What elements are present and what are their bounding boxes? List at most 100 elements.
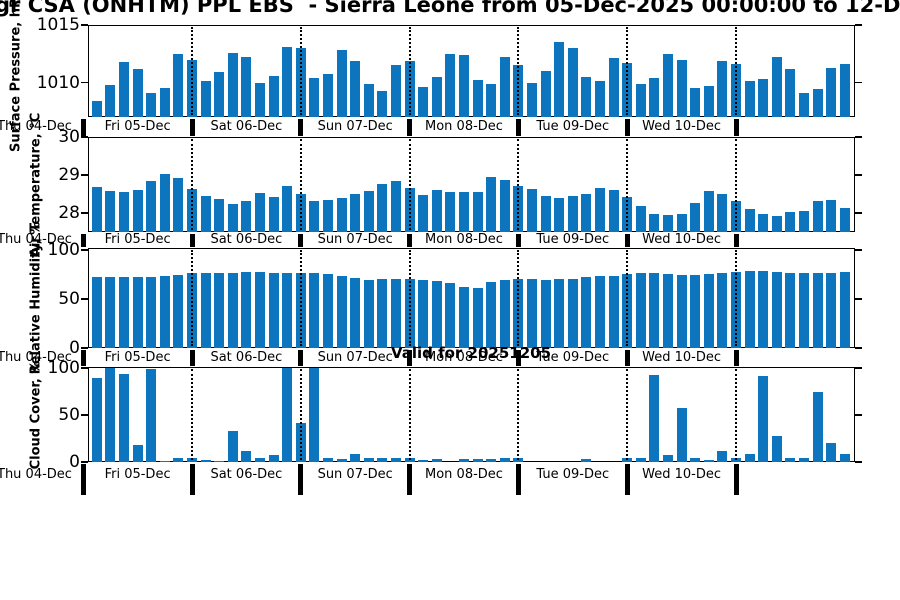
day-divider <box>298 118 304 136</box>
air-temperature-bar <box>241 200 252 232</box>
air-temperature-bar <box>336 197 347 232</box>
surface-pressure-bar <box>595 81 605 117</box>
air-temperature-bar <box>105 190 116 232</box>
relative-humidity-bar <box>527 279 537 348</box>
relative-humidity-bar <box>758 270 769 348</box>
surface-pressure-bar <box>499 57 510 117</box>
day-boundary-line <box>626 139 629 230</box>
air-temperature-bar <box>132 190 143 232</box>
surface-pressure-bar <box>567 48 578 117</box>
air-temperature-bar <box>173 177 184 232</box>
relative-humidity-bar <box>391 279 401 348</box>
relative-humidity-bar <box>214 273 225 348</box>
relative-humidity-bar <box>119 277 129 348</box>
day-label: Sat 06-Dec <box>210 467 283 482</box>
relative-humidity-bar <box>309 272 320 348</box>
y-tick <box>81 347 88 349</box>
day-divider <box>624 233 630 247</box>
cloud-cover-bar <box>826 443 837 462</box>
air-temperature-bar <box>812 200 823 232</box>
y-tick <box>81 81 88 84</box>
surface-pressure-bar <box>812 89 823 117</box>
air-temperature-bar <box>377 183 388 232</box>
day-divider <box>189 463 195 495</box>
day-divider <box>80 233 86 247</box>
day-divider <box>407 233 413 247</box>
y-tick <box>855 24 862 26</box>
surface-pressure-bar <box>744 81 755 117</box>
relative-humidity-bar <box>323 274 333 348</box>
air-temperature-bar <box>431 190 442 232</box>
y-tick <box>81 136 88 138</box>
relative-humidity-bar <box>200 273 211 348</box>
air-temperature-bar <box>540 195 551 232</box>
surface-pressure-bar <box>445 53 456 117</box>
relative-humidity-bar <box>472 288 483 348</box>
day-label: Wed 10-Dec <box>642 232 722 247</box>
y-tick-label: 29 <box>58 165 80 185</box>
day-label: Mon 08-Dec <box>425 119 503 134</box>
relative-humidity-bar <box>744 270 755 348</box>
surface-pressure-bar <box>649 77 660 117</box>
cloud-cover-bar <box>200 460 211 462</box>
air-temperature-bar <box>676 213 687 232</box>
cloud-cover-bar <box>785 458 796 462</box>
day-label: Fri 05-Dec <box>104 232 171 247</box>
cloud-cover-bar <box>717 450 728 462</box>
air-temperature-plot <box>88 137 855 232</box>
relative-humidity-bar <box>418 280 429 348</box>
cloud-cover-bar <box>404 458 415 462</box>
relative-humidity-bar <box>431 281 442 348</box>
surface-pressure-plot <box>88 25 855 117</box>
relative-humidity-bar <box>703 274 714 348</box>
relative-humidity-bar <box>241 271 252 348</box>
day-boundary-line <box>191 139 193 230</box>
cloud-cover-bar <box>363 458 374 462</box>
surface-pressure-bar <box>839 64 850 117</box>
day-boundary-line <box>735 139 737 230</box>
air-temperature-bar <box>649 213 660 232</box>
day-boundary-line <box>299 369 302 460</box>
cloud-cover-bar <box>227 430 238 462</box>
surface-pressure-bar <box>581 76 592 117</box>
relative-humidity-bar <box>554 279 565 348</box>
cloud-cover-bar <box>105 367 116 462</box>
relative-humidity-bar <box>595 276 605 348</box>
surface-pressure-bar <box>227 52 238 117</box>
cloud-cover-bar <box>459 459 469 462</box>
cloud-cover-bar <box>758 376 769 462</box>
prev-day-label: Thu 04-Dec <box>0 349 72 365</box>
air-temperature-bar <box>486 176 497 232</box>
day-divider <box>298 349 304 366</box>
cloud-cover-bar <box>472 459 483 462</box>
surface-pressure-bar <box>255 82 265 117</box>
cloud-cover-bar <box>146 368 157 462</box>
day-label: Sun 07-Dec <box>317 349 393 365</box>
surface-pressure-bar <box>676 59 687 117</box>
day-boundary-line <box>408 369 411 460</box>
surface-pressure-bar <box>826 67 837 117</box>
day-divider <box>624 118 630 136</box>
day-divider <box>189 118 195 136</box>
air-temperature-bar <box>635 205 646 232</box>
day-label: Mon 08-Dec <box>425 232 503 247</box>
day-label: Sun 07-Dec <box>317 232 393 247</box>
day-boundary-line <box>735 27 737 115</box>
air-temperature-bar <box>282 185 293 232</box>
day-boundary-line <box>626 369 629 460</box>
day-divider <box>407 349 413 366</box>
cloud-cover-bar <box>799 458 809 462</box>
cloud-cover-bar <box>581 459 592 462</box>
relative-humidity-bar <box>459 287 469 348</box>
surface-pressure-bar <box>350 60 361 117</box>
surface-pressure-bar <box>771 57 782 117</box>
surface-pressure-bar <box>159 88 170 117</box>
y-tick <box>81 212 88 214</box>
day-divider <box>298 233 304 247</box>
prev-day-label: Thu 04-Dec <box>0 232 72 247</box>
y-tick <box>855 367 862 369</box>
day-label: Tue 09-Dec <box>536 232 610 247</box>
y-tick <box>81 414 88 416</box>
surface-pressure-bar <box>363 83 374 117</box>
relative-humidity-bar <box>91 277 102 348</box>
